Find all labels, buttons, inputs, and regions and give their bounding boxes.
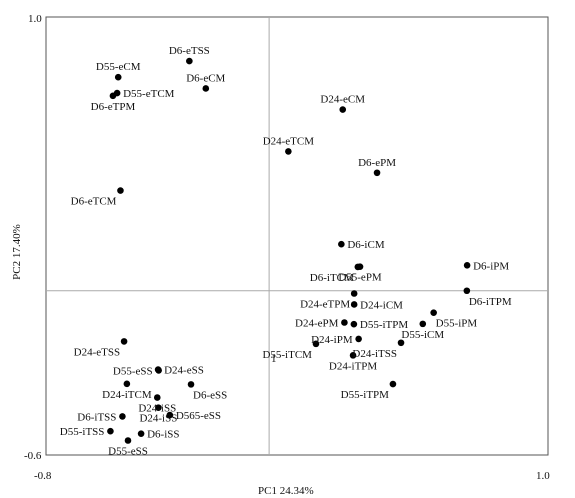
point-label: D6-iTPM [469,296,512,308]
point-label: D55-eSS [113,365,153,377]
point-label: D24-iTPM [329,360,378,372]
point-label: D6-eSS [193,389,227,401]
data-point [123,380,131,388]
point-label: D6-iTSS [77,411,116,423]
data-point [119,413,126,420]
point-label: D565-eSS [176,410,221,422]
point-label: D24-eSS [164,365,204,377]
data-point [154,366,162,373]
point-label: D24-iTCM [102,389,152,401]
data-point [285,148,292,155]
data-point [109,92,117,100]
data-point [463,287,471,295]
data-point [350,320,358,328]
axis-ticks: 1.0 -0.6 -0.8 1.0 [24,13,550,482]
point-label: D6-iCM [347,239,385,251]
data-point [124,437,132,444]
point-label: D55-iCM [401,329,444,341]
data-point [166,411,174,419]
point-label: D6-iSS [147,429,179,441]
point-label: D55-iTSS [60,426,105,438]
point-label: D6-ePM [358,157,396,169]
point-label: D6-eTPM [91,101,136,113]
point-label: D24-iPM [311,334,353,346]
point-label: D55-eCM [96,61,141,73]
data-point [117,187,124,194]
y-tick-top: 1.0 [28,13,42,25]
point-label: D24-eTPM [300,298,350,310]
data-point [463,261,471,269]
data-points [107,57,471,444]
data-point [389,380,397,388]
x-tick-left: -0.8 [34,470,52,482]
point-label: D55-iTCM [262,349,312,361]
data-point [349,352,357,359]
point-label: D6-eCM [186,72,225,84]
extra-annotation: 1 [271,353,277,365]
point-label: D6-eTCM [71,196,117,208]
point-label: D55-iTPM [341,389,390,401]
data-point [137,430,145,437]
point-label: D55-iPM [436,318,478,330]
data-point [339,106,347,113]
data-point [155,404,162,411]
data-point [356,263,364,270]
data-point [430,309,437,316]
point-label: D6-eTSS [169,45,210,57]
data-point [338,240,345,248]
data-point [397,339,405,347]
point-label: D55-ePM [338,272,382,284]
point-label: D55-eSS [108,445,148,457]
plot-frame [45,16,549,456]
point-label: D24-iTSS [352,348,397,360]
data-point [202,85,210,92]
data-point [350,290,358,297]
data-point [114,73,122,81]
point-label: D24-iSS [139,413,177,425]
data-point [373,169,381,177]
data-point [120,338,128,345]
point-label: D6-iTCM [310,272,354,284]
point-label: D24-iCM [360,299,403,311]
point-label: D6-iPM [473,260,509,272]
data-point [341,319,348,326]
point-label: D24-ePM [295,318,339,330]
y-axis-title: PC2 17.40% [11,224,23,280]
data-point [187,381,195,388]
point-label: D24-eTCM [263,135,315,147]
data-point [350,301,358,308]
data-point [419,320,427,328]
point-label: D55-iTPM [360,319,409,331]
data-point [107,427,114,435]
point-label: D24-eTSS [74,346,120,358]
data-point [153,394,161,401]
point-label: D24-eCM [320,94,365,106]
data-point [186,57,193,65]
point-label: D55-eTCM [123,88,175,100]
y-tick-bottom: -0.6 [24,450,42,462]
x-tick-right: 1.0 [536,470,550,482]
point-label: D24-iSS [138,403,176,415]
data-point [355,335,362,343]
x-axis-title: PC1 24.34% [258,485,314,497]
data-point [312,340,320,348]
